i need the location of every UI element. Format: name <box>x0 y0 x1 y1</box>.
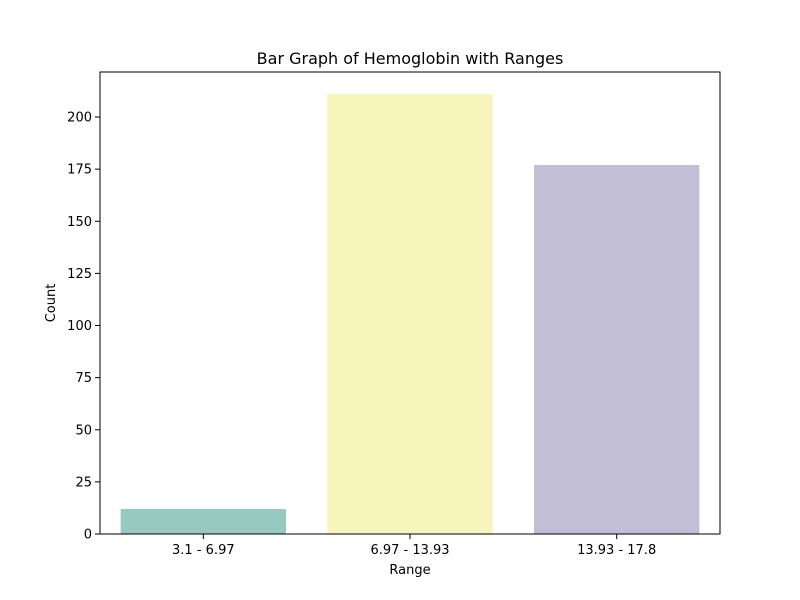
bar-1 <box>327 94 493 535</box>
x-tick-label-2: 13.93 - 17.8 <box>577 543 656 558</box>
x-tick-label-0: 3.1 - 6.97 <box>172 543 235 558</box>
y-tick-label-1: 25 <box>75 475 92 490</box>
y-tick-label-6: 150 <box>67 215 92 230</box>
plot-frame <box>99 71 721 535</box>
x-axis-ticks: 3.1 - 6.97 6.97 - 13.93 13.93 - 17.8 <box>172 534 656 558</box>
y-tick-label-3: 75 <box>75 371 92 386</box>
x-tick-label-1: 6.97 - 13.93 <box>370 543 449 558</box>
y-tick-label-4: 100 <box>67 319 92 334</box>
y-tick-label-5: 125 <box>67 267 92 282</box>
y-tick-label-8: 200 <box>67 111 92 126</box>
y-tick-label-7: 175 <box>67 163 92 178</box>
y-axis-label: Count <box>44 284 59 323</box>
chart-title: Bar Graph of Hemoglobin with Ranges <box>257 49 564 68</box>
x-axis-label: Range <box>389 563 430 578</box>
bar-2 <box>534 164 700 534</box>
bars-group <box>120 94 700 535</box>
y-tick-label-2: 50 <box>75 423 92 438</box>
bar-0 <box>120 508 287 534</box>
y-axis-ticks: 0 25 50 75 100 125 150 175 200 <box>67 111 100 543</box>
y-tick-label-0: 0 <box>84 528 92 543</box>
